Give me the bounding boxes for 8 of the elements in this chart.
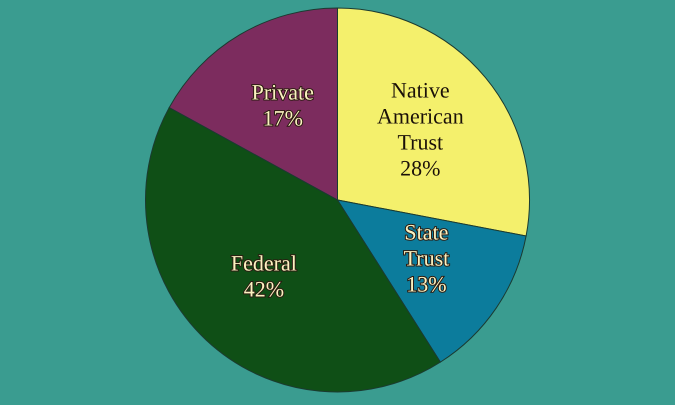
- slice-label: Native American Trust: [376, 78, 464, 155]
- data-label: 17%: [262, 106, 303, 130]
- slice-label: Federal: [230, 250, 297, 276]
- slice-label: State Trust: [404, 219, 450, 270]
- slice-label: Private: [252, 80, 314, 104]
- data-label: 28%: [400, 156, 441, 181]
- data-label: 13%: [406, 271, 447, 296]
- data-label: 42%: [244, 276, 284, 302]
